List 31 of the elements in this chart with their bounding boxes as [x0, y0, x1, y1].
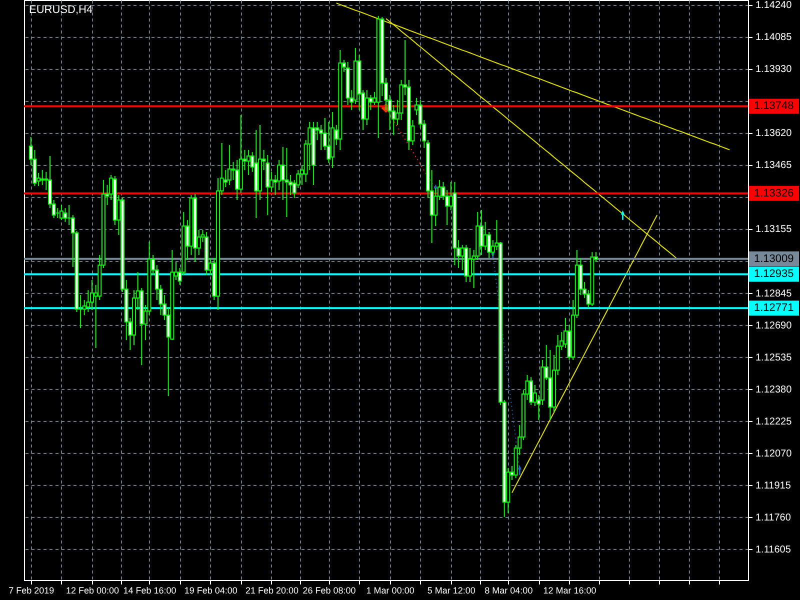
y-tick-label: 1.14085: [756, 32, 792, 44]
x-tick-label: 7 Feb 2019: [8, 586, 54, 596]
x-tick-label: 5 Mar 12:00: [427, 586, 476, 596]
y-tick-label: 1.12380: [756, 384, 792, 396]
ref-line-label: 1.13748: [754, 100, 794, 112]
y-tick-label: 1.12690: [756, 320, 792, 332]
y-tick-label: 1.11760: [756, 512, 792, 524]
y-tick-label: 1.13620: [756, 128, 792, 140]
y-tick-label: 1.12225: [756, 416, 792, 428]
y-tick-label: 1.14240: [756, 0, 792, 12]
x-tick-label: 12 Mar 16:00: [543, 586, 596, 596]
x-tick-label: 14 Feb 16:00: [123, 586, 176, 596]
x-tick-label: 12 Feb 00:00: [66, 586, 120, 596]
x-tick-label: 19 Feb 04:00: [184, 586, 238, 596]
y-tick-label: 1.12845: [756, 288, 792, 300]
x-tick-label: 8 Mar 04:00: [484, 586, 533, 596]
y-tick-label: 1.12070: [756, 448, 792, 460]
y-tick-label: 1.13155: [756, 224, 792, 236]
x-tick-label: 1 Mar 00:00: [366, 586, 414, 596]
y-tick-label: 1.12535: [756, 352, 792, 364]
ref-line-label: 1.12771: [754, 302, 794, 314]
y-tick-label: 1.11605: [756, 544, 792, 556]
ref-line-label: 1.13009: [754, 252, 794, 265]
y-tick-label: 1.13465: [756, 160, 792, 172]
x-tick-label: 26 Feb 08:00: [302, 586, 356, 596]
ref-line-label: 1.13326: [754, 187, 794, 200]
y-tick-label: 1.11915: [756, 480, 792, 492]
y-tick-label: 1.13930: [756, 64, 792, 76]
chart-title: EURUSD,H4: [29, 4, 93, 16]
ref-line-label: 1.12935: [754, 268, 794, 280]
x-tick-label: 21 Feb 20:00: [245, 586, 298, 596]
